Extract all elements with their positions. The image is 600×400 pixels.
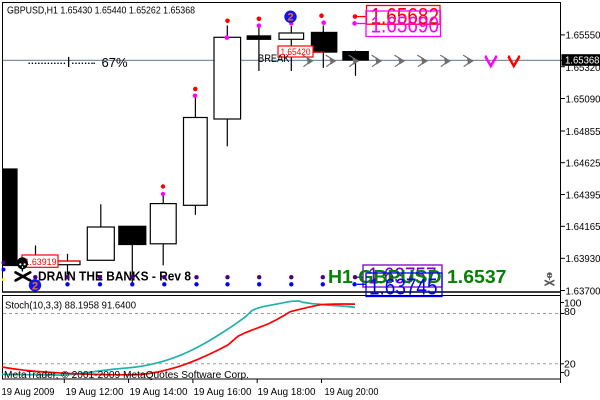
svg-text:1.65368: 1.65368 <box>565 54 600 66</box>
svg-text:1.64395: 1.64395 <box>566 189 600 201</box>
svg-text:1.63757: 1.63757 <box>368 263 437 289</box>
svg-text:MetaTrader, © 2001-2009 MetaQu: MetaTrader, © 2001-2009 MetaQuotes Softw… <box>4 369 249 381</box>
svg-text:100: 100 <box>564 297 582 309</box>
svg-text:19 Aug 18:00: 19 Aug 18:00 <box>258 386 316 398</box>
svg-text:1.64855: 1.64855 <box>566 126 600 138</box>
svg-text:1.63700: 1.63700 <box>566 285 600 297</box>
svg-text:1.64165: 1.64165 <box>566 221 600 233</box>
svg-text:1.63919: 1.63919 <box>25 257 57 268</box>
svg-text:80: 80 <box>564 306 576 318</box>
svg-text:67%: 67% <box>102 55 128 70</box>
svg-text:1.63745: 1.63745 <box>369 274 438 300</box>
svg-text:19 Aug 16:00: 19 Aug 16:00 <box>194 386 252 398</box>
svg-text:1.65682: 1.65682 <box>371 3 440 29</box>
svg-text:1.65090: 1.65090 <box>566 93 600 105</box>
svg-text:GBPUSD,H1 1.65430 1.65440 1.6: GBPUSD,H1 1.65430 1.65440 1.65262 1.6536… <box>7 5 195 17</box>
svg-text:H1 GBPUSD 1.6537: H1 GBPUSD 1.6537 <box>328 266 507 287</box>
svg-text:2: 2 <box>32 280 38 292</box>
svg-text:Stoch(10,3,3) 88.1958 91.6400: Stoch(10,3,3) 88.1958 91.6400 <box>5 300 136 312</box>
svg-text:2: 2 <box>287 12 293 24</box>
svg-text:1.65550: 1.65550 <box>566 30 600 42</box>
svg-text:19 Aug 2009: 19 Aug 2009 <box>2 386 55 398</box>
svg-text:1.65420: 1.65420 <box>281 47 311 58</box>
svg-text:BREAK: BREAK <box>258 53 290 65</box>
svg-text:19 Aug 14:00: 19 Aug 14:00 <box>130 386 188 398</box>
svg-text:20: 20 <box>564 359 576 371</box>
svg-text:1.65690: 1.65690 <box>371 12 440 38</box>
svg-text:DRAIN THE BANKS - Rev 8: DRAIN THE BANKS - Rev 8 <box>38 270 191 284</box>
svg-text:1.63930: 1.63930 <box>566 253 600 265</box>
svg-text:0: 0 <box>564 367 570 379</box>
svg-text:19 Aug 20:00: 19 Aug 20:00 <box>325 386 379 398</box>
svg-text:1.64625: 1.64625 <box>566 158 600 170</box>
svg-text:19 Aug 12:00: 19 Aug 12:00 <box>66 386 124 398</box>
